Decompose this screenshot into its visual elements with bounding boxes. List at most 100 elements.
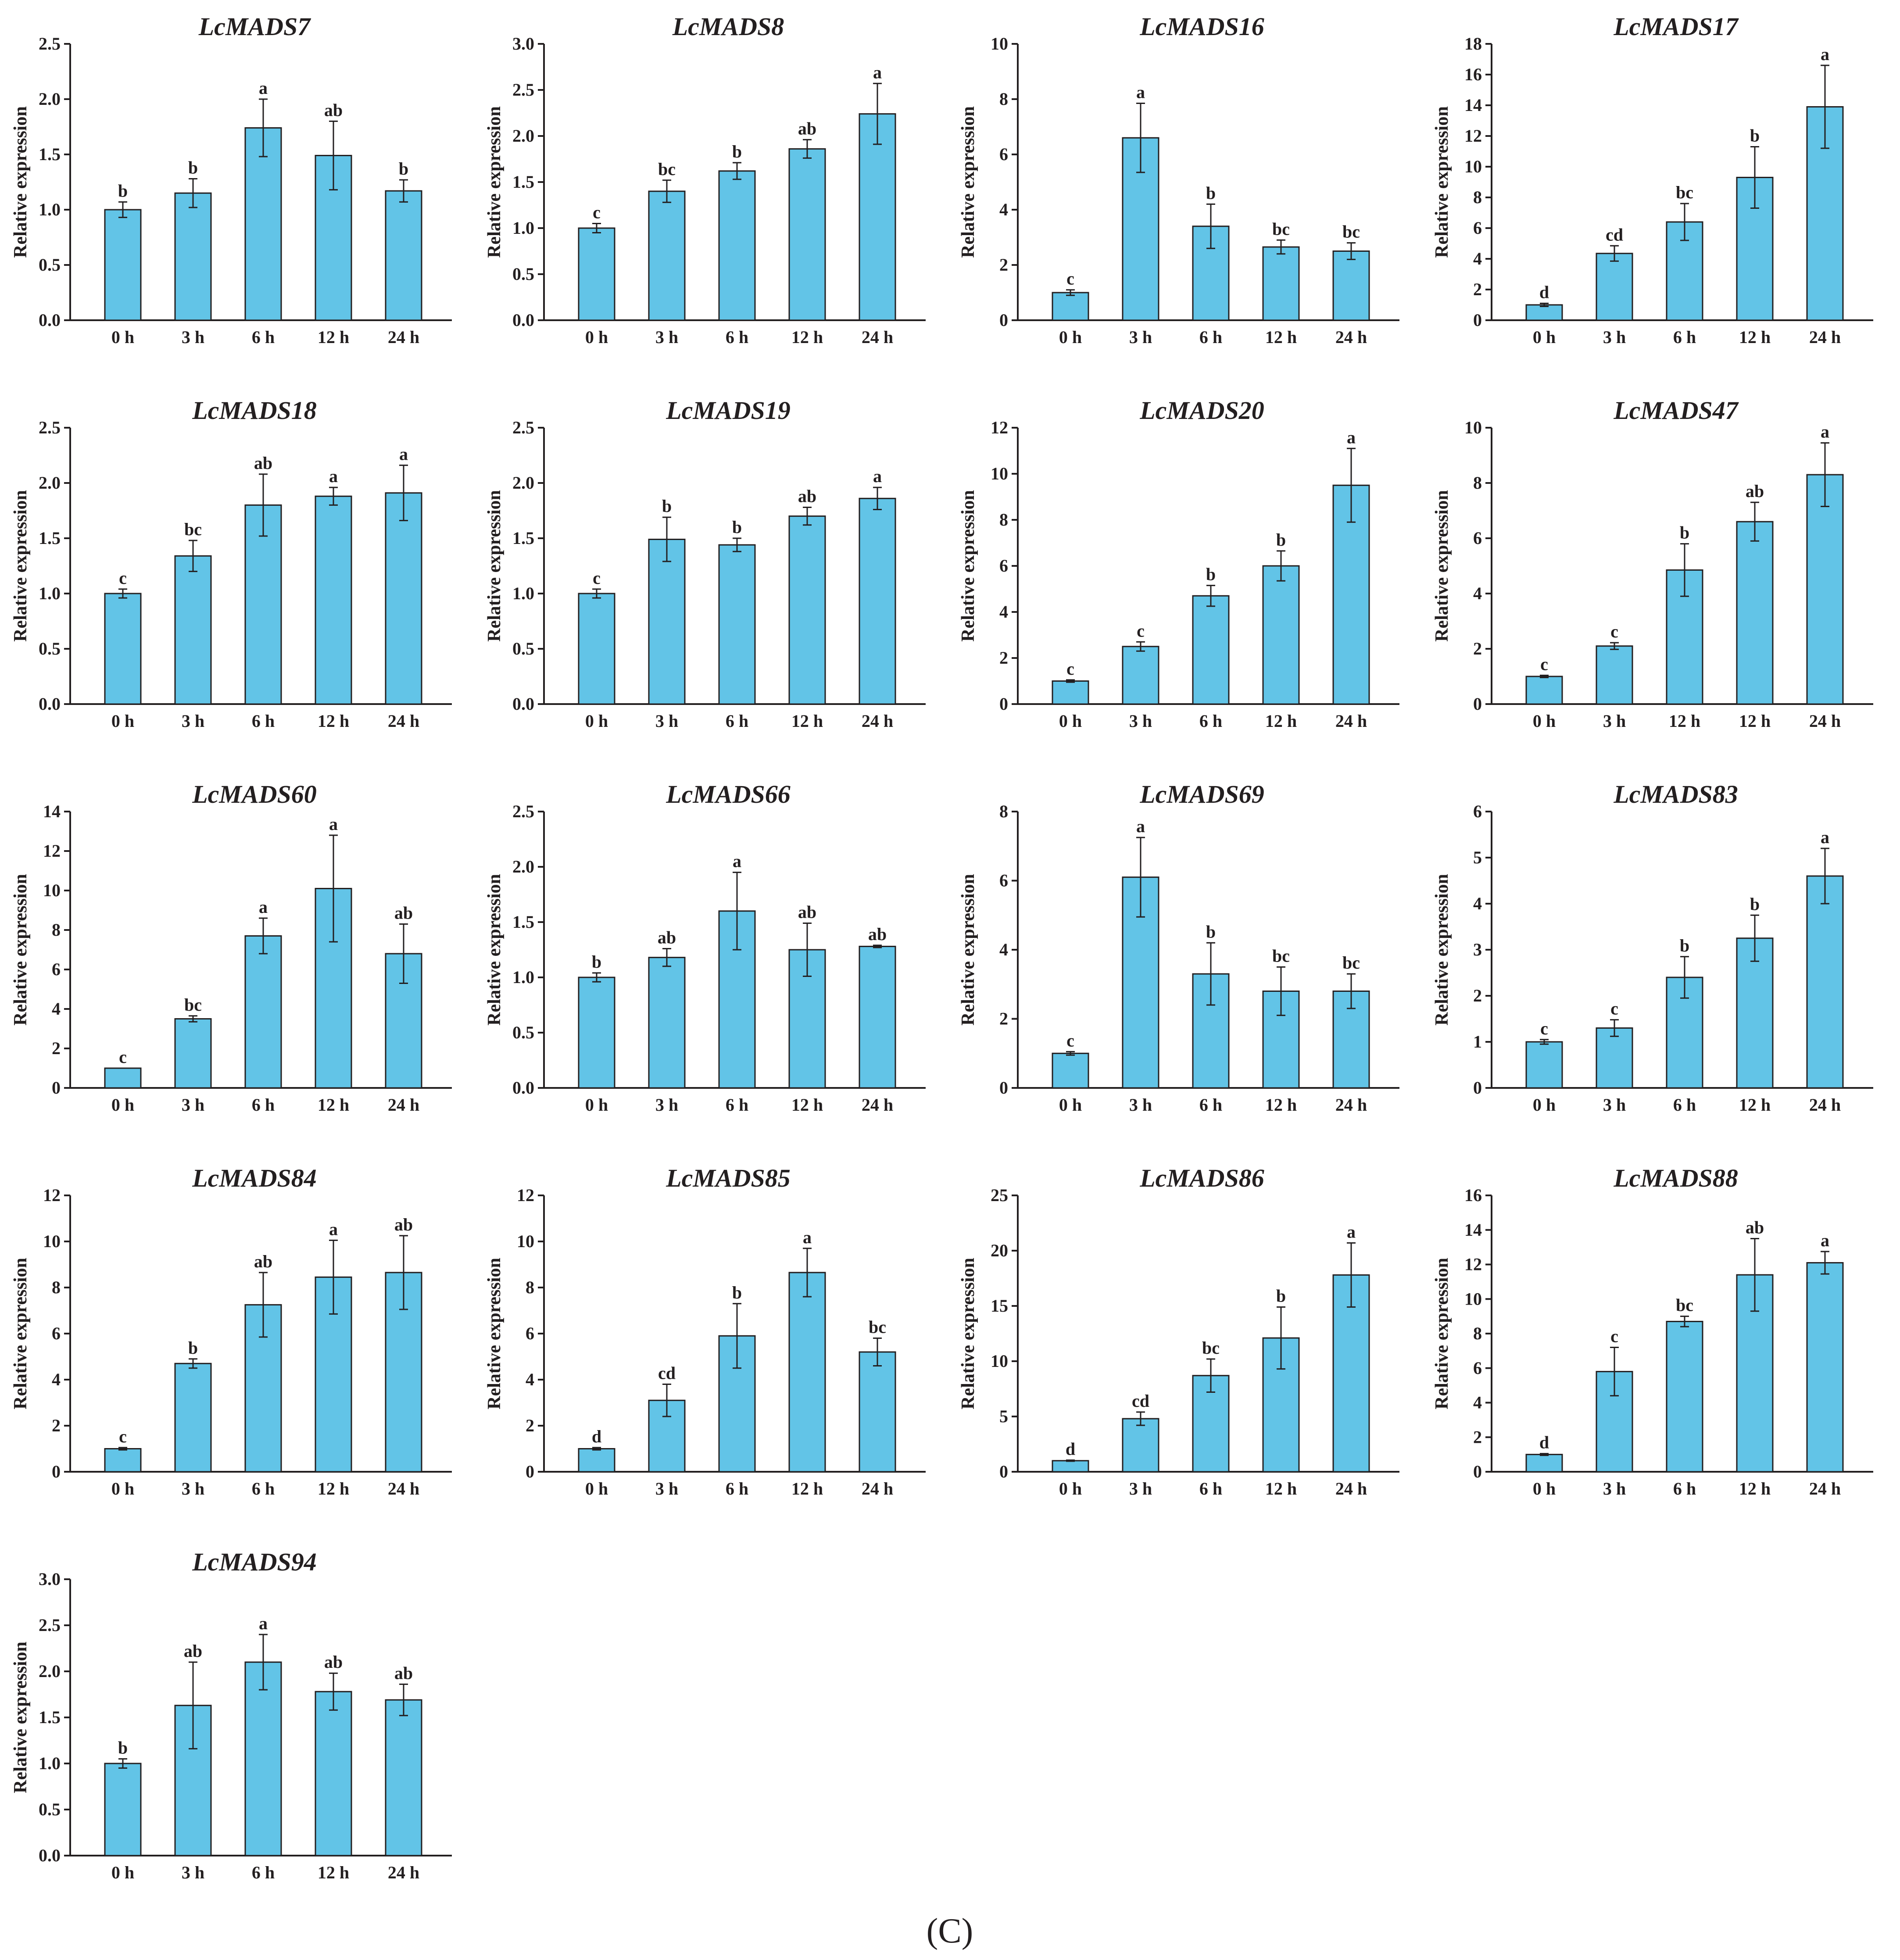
y-tick-label: 10 (991, 464, 1008, 483)
y-axis-label: Relative expression (11, 874, 31, 1026)
significance-letter: a (733, 851, 741, 871)
significance-letter: bc (1342, 953, 1360, 973)
y-tick-label: 14 (1464, 1220, 1482, 1240)
significance-letter: b (1206, 183, 1216, 203)
x-tick-label: 12 h (318, 1863, 349, 1882)
bar (244, 127, 282, 321)
significance-letter: ab (394, 903, 413, 923)
y-tick-label: 0 (1473, 310, 1482, 330)
chart-LcMADS60: LcMADS60 Relative expression 0 2 4 6 8 10 12 14 c 0… (11, 780, 452, 1115)
x-tick-label: 12 h (1265, 1095, 1297, 1115)
y-tick-label: 14 (43, 801, 61, 821)
significance-letter: cd (658, 1363, 676, 1383)
y-tick-label: 1.5 (512, 528, 534, 548)
x-tick-label: 0 h (585, 1479, 608, 1499)
x-tick-label: 3 h (655, 327, 678, 347)
y-tick-label: 0.5 (512, 264, 534, 284)
bar (1052, 1460, 1089, 1473)
bar (578, 976, 615, 1089)
y-tick-label: 8 (1473, 1323, 1482, 1343)
significance-letter: b (1750, 126, 1760, 146)
x-tick-label: 6 h (252, 711, 275, 731)
y-tick-label: 4 (999, 940, 1008, 959)
chart-title: LcMADS20 (1139, 396, 1264, 425)
significance-letter: a (1136, 816, 1145, 836)
y-tick-label: 16 (1464, 64, 1482, 84)
y-tick-label: 4 (999, 602, 1008, 622)
x-tick-label: 3 h (182, 1479, 204, 1499)
y-tick-label: 2.5 (512, 418, 534, 437)
y-tick-label: 6 (999, 556, 1008, 576)
y-tick-label: 4 (52, 999, 61, 1019)
significance-letter: b (732, 517, 742, 537)
significance-letter: a (259, 897, 268, 917)
y-tick-label: 25 (991, 1185, 1008, 1205)
bar (1736, 521, 1774, 705)
significance-letter: a (259, 78, 268, 98)
bar (788, 515, 826, 705)
significance-letter: b (662, 496, 672, 516)
y-tick-label: 4 (526, 1370, 534, 1389)
y-tick-label: 4 (1473, 583, 1482, 603)
y-axis-label: Relative expression (11, 490, 31, 642)
x-tick-label: 24 h (388, 1863, 419, 1882)
y-axis-label: Relative expression (958, 490, 978, 642)
x-tick-label: 12 h (1739, 327, 1771, 347)
y-tick-label: 1.5 (39, 144, 61, 164)
significance-letter: c (1066, 659, 1074, 679)
chart-LcMADS8: LcMADS8 Relative expression 0.0 0.5 1.0 1.5 2.… (484, 12, 926, 347)
x-tick-label: 24 h (388, 327, 419, 347)
y-tick-label: 2 (1473, 639, 1482, 658)
x-tick-label: 6 h (252, 1479, 275, 1499)
x-tick-label: 0 h (585, 1095, 608, 1115)
x-tick-label: 3 h (1603, 1479, 1626, 1499)
significance-letter: bc (1272, 219, 1290, 239)
y-tick-label: 0.5 (512, 639, 534, 658)
bar (648, 539, 686, 705)
significance-letter: b (1206, 922, 1216, 941)
y-tick-label: 0 (52, 1078, 61, 1098)
y-tick-label: 6 (526, 1323, 534, 1343)
x-tick-label: 3 h (1603, 327, 1626, 347)
chart-title: LcMADS60 (192, 780, 317, 808)
chart-title: LcMADS88 (1613, 1164, 1738, 1192)
significance-letter: ab (868, 924, 887, 944)
x-tick-label: 3 h (182, 1095, 204, 1115)
bar (385, 190, 422, 321)
x-tick-label: 0 h (111, 711, 134, 731)
x-tick-label: 3 h (1603, 1095, 1626, 1115)
y-tick-label: 0.0 (512, 310, 534, 330)
x-tick-label: 12 h (791, 711, 823, 731)
x-tick-label: 0 h (1533, 1479, 1556, 1499)
bar (315, 1691, 352, 1856)
significance-letter: a (329, 814, 338, 834)
significance-letter: c (1610, 622, 1618, 641)
chart-LcMADS47: LcMADS47 Relative expression 0 2 4 6 8 10 c 0 h c 3… (1432, 396, 1873, 731)
y-tick-label: 14 (1464, 95, 1482, 115)
bar (859, 1351, 896, 1473)
x-tick-label: 6 h (1199, 1479, 1222, 1499)
bar (1666, 569, 1703, 705)
y-tick-label: 6 (52, 959, 61, 979)
x-tick-label: 0 h (585, 327, 608, 347)
chart-title: LcMADS17 (1613, 12, 1739, 41)
y-tick-label: 0 (52, 1462, 61, 1481)
y-tick-label: 15 (991, 1296, 1008, 1316)
y-axis-label: Relative expression (484, 874, 505, 1026)
significance-letter: ab (324, 1652, 343, 1672)
y-axis-label: Relative expression (1432, 490, 1452, 642)
x-tick-label: 6 h (1673, 327, 1696, 347)
significance-letter: cd (1606, 225, 1623, 244)
x-tick-label: 12 h (318, 711, 349, 731)
y-tick-label: 10 (43, 880, 61, 900)
bar (244, 1661, 282, 1856)
y-tick-label: 2 (1473, 279, 1482, 299)
y-tick-label: 0 (1473, 1462, 1482, 1481)
x-tick-label: 12 h (1265, 1479, 1297, 1499)
y-tick-label: 5 (999, 1406, 1008, 1426)
y-tick-label: 1.0 (39, 583, 61, 603)
y-tick-label: 2 (999, 1009, 1008, 1029)
x-tick-label: 6 h (1199, 711, 1222, 731)
x-tick-label: 0 h (1059, 1479, 1082, 1499)
